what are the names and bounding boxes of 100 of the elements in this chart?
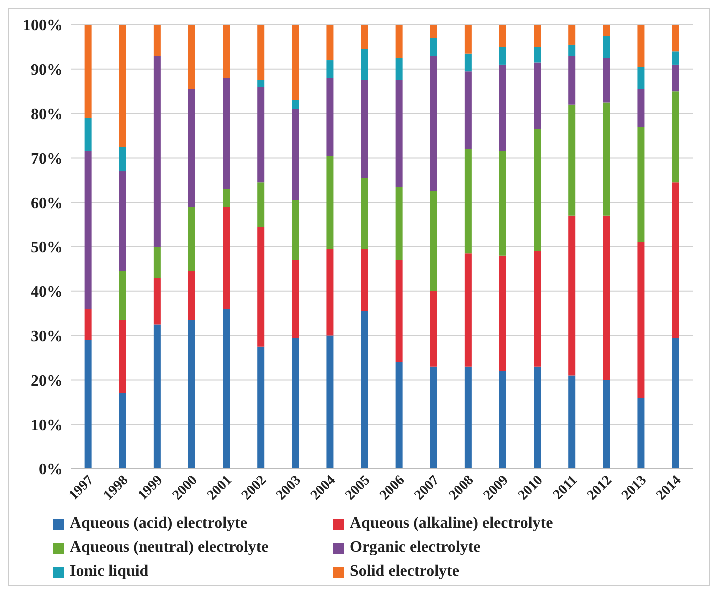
bar — [464, 72, 472, 150]
bar — [568, 44, 576, 56]
bar — [119, 320, 126, 394]
y-tick-label: 50% — [31, 240, 63, 257]
bar — [326, 249, 334, 336]
bar — [464, 254, 472, 367]
legend-label: Aqueous (neutral) electrolyte — [70, 539, 269, 557]
bar — [603, 58, 610, 103]
bar — [223, 207, 230, 310]
bar — [568, 56, 576, 105]
bar — [154, 324, 161, 469]
legend-label: Aqueous (acid) electrolyte — [70, 515, 248, 533]
y-tick-label: 30% — [31, 328, 63, 346]
bar — [638, 127, 645, 243]
bar — [672, 64, 680, 92]
bar — [361, 49, 368, 80]
bar — [396, 362, 403, 469]
bar — [188, 89, 196, 208]
bar — [396, 80, 403, 188]
bar — [603, 36, 610, 58]
bar — [568, 25, 576, 45]
bar — [396, 25, 403, 58]
bar — [568, 104, 576, 216]
bar — [292, 100, 300, 110]
bar — [223, 309, 230, 469]
bar — [258, 87, 265, 183]
bar — [84, 118, 92, 152]
bar — [638, 89, 645, 128]
legend-label: Organic electrolyte — [350, 539, 481, 557]
bar — [534, 47, 542, 63]
bar — [499, 64, 506, 152]
bar — [258, 346, 265, 469]
bar — [638, 67, 645, 90]
bar — [154, 278, 161, 325]
bar — [119, 25, 126, 148]
bar — [534, 129, 542, 252]
bar — [119, 172, 126, 272]
bar — [292, 200, 300, 260]
bar — [154, 25, 161, 56]
bar — [464, 149, 472, 254]
y-tick-label: 100% — [23, 18, 63, 35]
bar — [119, 271, 126, 320]
bar — [223, 189, 230, 208]
bar — [154, 56, 161, 247]
bar — [119, 394, 126, 469]
y-tick-label: 10% — [31, 417, 63, 434]
y-tick-label: 20% — [31, 372, 63, 390]
bar — [603, 25, 610, 36]
bar — [638, 25, 645, 68]
bar — [672, 52, 680, 65]
bar — [603, 216, 610, 380]
bar — [396, 187, 403, 260]
bar — [430, 192, 438, 292]
bar — [396, 260, 403, 362]
y-tick-label: 90% — [31, 62, 63, 80]
bar — [258, 80, 265, 88]
bar — [84, 152, 92, 310]
bar — [534, 62, 542, 130]
bar — [534, 366, 542, 469]
bar — [672, 25, 680, 52]
bar — [292, 109, 300, 200]
bar — [568, 216, 576, 376]
bar — [361, 311, 368, 469]
bar — [638, 398, 645, 469]
bar — [119, 147, 126, 172]
y-tick-label: 40% — [31, 284, 63, 302]
bar — [361, 178, 368, 250]
bar — [430, 56, 438, 192]
bar — [188, 271, 196, 320]
bar — [568, 376, 576, 469]
bar — [464, 366, 472, 469]
bar — [603, 380, 610, 469]
bar — [361, 249, 368, 312]
bar — [430, 291, 438, 367]
bar — [223, 25, 230, 78]
bar — [223, 78, 230, 190]
bar — [464, 54, 472, 72]
legend-label: Ionic liquid — [70, 563, 149, 581]
y-tick-label: 70% — [31, 150, 63, 168]
bar — [430, 25, 438, 38]
bar — [292, 260, 300, 338]
bar — [499, 152, 506, 256]
bar — [292, 25, 300, 100]
bar — [638, 242, 645, 398]
bar — [258, 25, 265, 80]
bar — [188, 207, 196, 272]
bar — [464, 25, 472, 54]
y-tick-label: 0% — [39, 462, 63, 479]
bar — [326, 25, 334, 61]
bar — [499, 47, 506, 65]
bar — [84, 25, 92, 118]
bar — [84, 309, 92, 340]
bar — [534, 25, 542, 48]
bar — [672, 182, 680, 338]
bar — [258, 227, 265, 347]
legend-label: Aqueous (alkaline) electrolyte — [350, 515, 554, 533]
bar — [326, 156, 334, 250]
y-tick-label: 80% — [31, 106, 63, 124]
bar — [258, 182, 265, 228]
bar — [603, 102, 610, 216]
